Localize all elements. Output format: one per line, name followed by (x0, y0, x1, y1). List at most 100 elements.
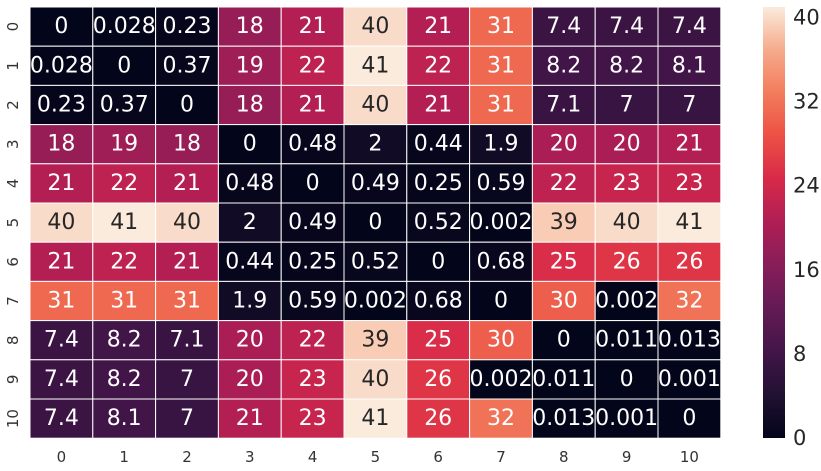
cell-label: 2 (368, 132, 382, 157)
heatmap-cell (657, 202, 722, 243)
heatmap-cell (217, 163, 282, 204)
heatmap-cell (531, 359, 596, 400)
cell-label: 20 (236, 328, 264, 353)
heatmap-cell (29, 320, 94, 361)
heatmap-cell (406, 320, 471, 361)
cell-label: 0.52 (351, 249, 400, 274)
heatmap-cell (657, 241, 722, 282)
cell-label: 7 (682, 93, 696, 118)
cell-label: 0.25 (288, 249, 337, 274)
heatmap-cell (280, 359, 345, 400)
cell-label: 26 (424, 367, 452, 392)
heatmap-cell (657, 163, 722, 204)
heatmap-cell (343, 45, 408, 86)
heatmap-cells: 0 0.028 0.23 18 21 40 21 31 7.4 7.4 7.4 0.028 0 0.37 1… (29, 6, 722, 439)
y-tick-label: 6 (4, 257, 22, 267)
cell-label: 40 (361, 14, 389, 39)
heatmap-cell (406, 84, 471, 126)
heatmap-cell (531, 84, 596, 126)
y-tick-label: 5 (4, 218, 22, 228)
heatmap-cell (657, 45, 722, 86)
heatmap-cell (343, 84, 408, 126)
cell-label: 0.028 (30, 53, 93, 78)
cell-label: 32 (675, 289, 703, 314)
cell-label: 26 (424, 406, 452, 431)
cell-label: 0 (117, 53, 131, 78)
heatmap-cell (29, 84, 94, 126)
cell-label: 0 (431, 249, 445, 274)
cell-label: 22 (299, 53, 327, 78)
heatmap-cell (469, 45, 533, 86)
cell-label: 0.002 (470, 210, 533, 235)
cell-label: 0.23 (163, 14, 212, 39)
cell-label: 19 (236, 53, 264, 78)
cell-label: 0.37 (163, 53, 212, 78)
cell-label: 26 (613, 249, 641, 274)
heatmap-cell (29, 398, 94, 439)
colorbar-tick-label: 0 (793, 426, 806, 450)
heatmap-cell (280, 84, 345, 126)
colorbar-tick-label: 16 (793, 258, 820, 282)
heatmap-cell (531, 124, 596, 165)
cell-label: 39 (361, 328, 389, 353)
heatmap-cell (343, 280, 408, 322)
cell-label: 0 (306, 171, 320, 196)
cell-label: 2 (243, 210, 257, 235)
cell-label: 0.002 (595, 289, 658, 314)
colorbar-tick-label: 8 (793, 342, 806, 366)
cell-label: 30 (550, 289, 578, 314)
cell-label: 21 (47, 249, 75, 274)
heatmap-cell (280, 398, 345, 439)
cell-label: 0.68 (414, 289, 463, 314)
x-tick-label: 3 (245, 448, 255, 466)
heatmap-cell (155, 398, 219, 439)
cell-label: 0.44 (225, 249, 274, 274)
colorbar-tick-label: 32 (793, 90, 820, 114)
heatmap-cell (92, 163, 157, 204)
cell-label: 22 (110, 249, 138, 274)
cell-label: 0.44 (414, 132, 463, 157)
cell-label: 0.002 (470, 367, 533, 392)
heatmap-cell (92, 6, 157, 47)
y-tick-label: 0 (4, 22, 22, 32)
x-tick-label: 10 (680, 448, 699, 466)
cell-label: 22 (550, 171, 578, 196)
cell-label: 7 (180, 406, 194, 431)
heatmap-cell (29, 45, 94, 86)
cell-label: 0.23 (37, 93, 86, 118)
heatmap-cell (29, 241, 94, 282)
heatmap-cell (92, 241, 157, 282)
x-tick-label: 0 (57, 448, 67, 466)
heatmap-cell (406, 45, 471, 86)
cell-label: 40 (361, 93, 389, 118)
cell-label: 8.2 (546, 53, 581, 78)
heatmap-cell (594, 163, 659, 204)
cell-label: 31 (487, 14, 515, 39)
cell-label: 0 (368, 210, 382, 235)
heatmap-cell (343, 163, 408, 204)
heatmap-cell (657, 359, 722, 400)
cell-label: 25 (424, 328, 452, 353)
cell-label: 31 (487, 53, 515, 78)
cell-label: 18 (236, 93, 264, 118)
cell-label: 7.1 (546, 93, 581, 118)
heatmap-cell (29, 280, 94, 322)
colorbar-tick-label: 24 (793, 174, 820, 198)
cell-label: 7.4 (546, 14, 581, 39)
y-axis: 0 1 2 3 4 5 6 7 8 9 10 (4, 22, 22, 428)
y-tick-label: 9 (4, 375, 22, 385)
cell-label: 0.68 (477, 249, 526, 274)
heatmap-cell (657, 84, 722, 126)
heatmap-cell (92, 280, 157, 322)
cell-label: 25 (550, 249, 578, 274)
cell-label: 0.028 (93, 14, 156, 39)
heatmap-cell (469, 359, 533, 400)
heatmap-cell (155, 320, 219, 361)
cell-label: 21 (299, 93, 327, 118)
heatmap-cell (280, 280, 345, 322)
cell-label: 8.2 (609, 53, 644, 78)
heatmap-cell (155, 124, 219, 165)
cell-label: 8.2 (107, 367, 142, 392)
heatmap-cell (29, 202, 94, 243)
heatmap-cell (469, 398, 533, 439)
